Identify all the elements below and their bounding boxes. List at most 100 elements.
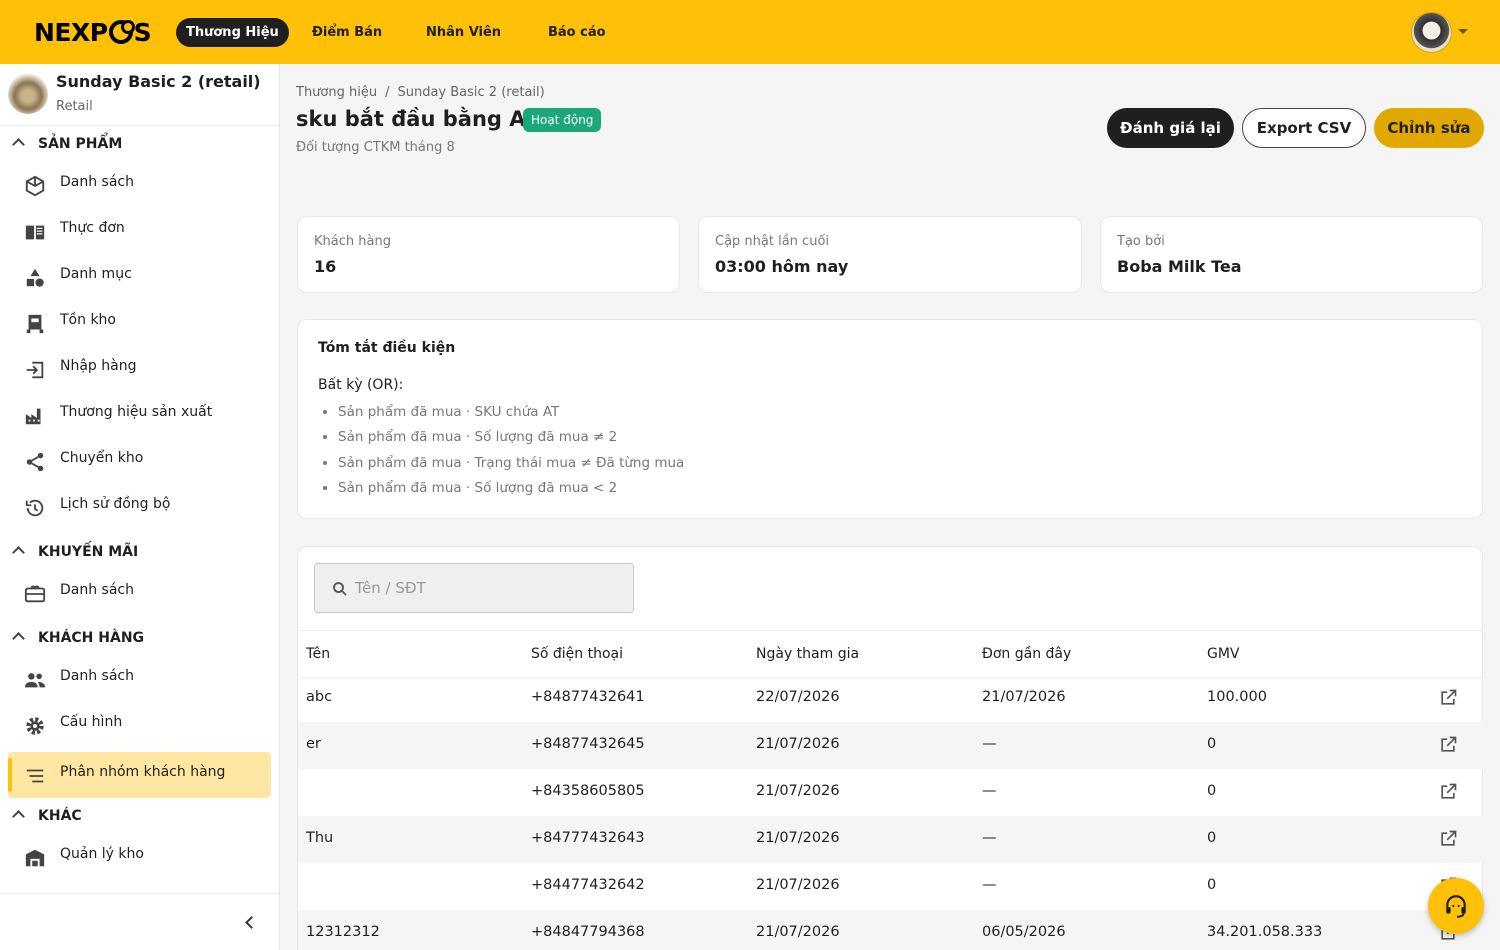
category-icon	[24, 267, 46, 289]
sidebar-item-transfer[interactable]: Chuyển kho	[8, 438, 271, 484]
chevron-up-icon	[12, 138, 25, 151]
stat-value: 03:00 hôm nay	[715, 257, 849, 276]
search-box[interactable]	[314, 563, 634, 613]
sidebar-item-label: Chuyển kho	[60, 450, 144, 466]
nav-nhan-vien[interactable]: Nhân Viên	[426, 25, 502, 40]
nav-bao-cao[interactable]: Báo cáo	[548, 25, 606, 40]
sidebar-item-label: Danh sách	[60, 668, 134, 684]
nav-thuong-hieu[interactable]: Thương Hiệu	[176, 18, 289, 47]
cell-recent-order: —	[982, 783, 997, 799]
table-row[interactable]: abc +84877432641 22/07/2026 21/07/2026 1…	[298, 675, 1484, 722]
store-avatar	[8, 74, 48, 114]
cell-name: Thu	[306, 830, 334, 846]
stat-value: 16	[314, 257, 337, 276]
sidebar-item-label: Cấu hình	[60, 714, 123, 730]
cell-recent-order: —	[982, 877, 997, 893]
sidebar-item-customer-settings[interactable]: Cấu hình	[8, 702, 271, 748]
sidebar-item-label: Nhập hàng	[60, 358, 137, 374]
cell-joined: 21/07/2026	[756, 924, 840, 940]
column-header-joined[interactable]: Ngày tham gia	[756, 646, 860, 662]
chevron-up-icon	[12, 810, 25, 823]
open-in-new-icon[interactable]	[1438, 782, 1458, 802]
table-row[interactable]: +84358605805 21/07/2026 — 0	[298, 769, 1484, 816]
cell-phone: +84777432643	[531, 830, 645, 846]
reevaluate-button[interactable]: Đánh giá lại	[1107, 108, 1234, 148]
open-in-new-icon[interactable]	[1438, 829, 1458, 849]
nav-diem-ban[interactable]: Điểm Bán	[312, 25, 383, 40]
sidebar-item-menu[interactable]: Thực đơn	[8, 208, 271, 254]
user-avatar[interactable]	[1411, 12, 1452, 53]
section-khuyen-mai[interactable]: KHUYẾN MÃI	[0, 542, 279, 566]
collapse-sidebar-button[interactable]	[0, 893, 279, 950]
section-khach-hang[interactable]: KHÁCH HÀNG	[0, 628, 279, 652]
cell-name: abc	[306, 689, 333, 705]
search-input[interactable]	[355, 576, 625, 600]
inventory-icon	[24, 313, 46, 335]
table-row[interactable]: er +84877432645 21/07/2026 — 0	[298, 722, 1484, 769]
sidebar-item-import[interactable]: Nhập hàng	[8, 346, 271, 392]
gift-card-icon	[24, 583, 46, 605]
sidebar-item-promotions-list[interactable]: Danh sách	[8, 570, 271, 616]
sidebar-item-label: Danh sách	[60, 174, 134, 190]
sidebar-item-customer-segments[interactable]: Phân nhóm khách hàng	[8, 752, 271, 798]
sidebar-item-products-list[interactable]: Danh sách	[8, 162, 271, 208]
table-row[interactable]: +84477432642 21/07/2026 — 0	[298, 863, 1484, 910]
export-csv-button[interactable]: Export CSV	[1242, 108, 1366, 148]
cell-recent-order: —	[982, 830, 997, 846]
cell-recent-order: —	[982, 736, 997, 752]
stat-card-last-updated: Cập nhật lần cuối 03:00 hôm nay	[698, 216, 1082, 293]
table-row[interactable]: Thu +84777432643 21/07/2026 — 0	[298, 816, 1484, 863]
section-khac[interactable]: KHÁC	[0, 806, 279, 830]
condition-item: Sản phẩm đã mua · Số lượng đã mua ≠ 2	[338, 429, 684, 454]
table-header: Tên Số điện thoại Ngày tham gia Đơn gần …	[298, 630, 1484, 677]
open-in-new-icon[interactable]	[1438, 688, 1458, 708]
chevron-up-icon	[12, 546, 25, 559]
sidebar-item-label: Phân nhóm khách hàng	[60, 764, 226, 780]
search-icon	[333, 582, 347, 596]
open-in-new-icon[interactable]	[1438, 735, 1458, 755]
sidebar-item-manufacturer[interactable]: Thương hiệu sản xuất	[8, 392, 271, 438]
stat-card-created-by: Tạo bởi Boba Milk Tea	[1100, 216, 1483, 293]
stat-label: Khách hàng	[314, 234, 391, 249]
section-san-pham[interactable]: SẢN PHẨM	[0, 134, 279, 158]
sidebar-item-inventory[interactable]: Tồn kho	[8, 300, 271, 346]
cell-joined: 22/07/2026	[756, 689, 840, 705]
table-row[interactable]: 12312312 +84847794368 21/07/2026 06/05/2…	[298, 910, 1484, 950]
sidebar-item-sync-history[interactable]: Lịch sử đồng bộ	[8, 484, 271, 530]
sidebar-item-customers-list[interactable]: Danh sách	[8, 656, 271, 702]
edit-button[interactable]: Chỉnh sửa	[1374, 108, 1484, 148]
column-header-name[interactable]: Tên	[306, 646, 331, 662]
sidebar-item-categories[interactable]: Danh mục	[8, 254, 271, 300]
column-header-phone[interactable]: Số điện thoại	[531, 646, 624, 662]
factory-icon	[24, 405, 46, 427]
chevron-up-icon	[12, 632, 25, 645]
cell-name: er	[306, 736, 321, 752]
breadcrumb-link-store[interactable]: Sunday Basic 2 (retail)	[397, 85, 545, 100]
sidebar-item-label: Danh sách	[60, 582, 134, 598]
stat-value: Boba Milk Tea	[1117, 257, 1242, 276]
nexpos-logo[interactable]: NEXP S	[34, 17, 152, 47]
column-header-gmv[interactable]: GMV	[1207, 646, 1240, 662]
breadcrumb-link-brand[interactable]: Thương hiệu	[296, 85, 378, 100]
sidebar-item-label: Lịch sử đồng bộ	[60, 496, 171, 512]
account-menu-caret-icon[interactable]	[1458, 29, 1468, 34]
sidebar-item-warehouse[interactable]: Quản lý kho	[8, 834, 271, 880]
cell-phone: +84847794368	[531, 924, 645, 940]
store-header[interactable]: Sunday Basic 2 (retail) Retail	[0, 64, 279, 126]
section-label: SẢN PHẨM	[38, 136, 123, 152]
support-chat-button[interactable]	[1428, 878, 1484, 934]
sidebar-item-label: Quản lý kho	[60, 846, 144, 862]
status-badge: Hoạt động	[523, 108, 602, 132]
headset-icon	[1446, 895, 1466, 918]
cell-gmv: 34.201.058.333	[1207, 924, 1323, 940]
top-bar: NEXP S Thương Hiệu Điểm Bán Nhân Viên Báo…	[0, 0, 1500, 64]
cell-recent-order: 06/05/2026	[982, 924, 1066, 940]
cell-phone: +84358605805	[531, 783, 645, 799]
history-icon	[24, 497, 46, 519]
column-header-recent-order[interactable]: Đơn gần đây	[982, 646, 1072, 662]
sidebar: Sunday Basic 2 (retail) Retail SẢN PHẨM …	[0, 64, 280, 950]
condition-item: Sản phẩm đã mua · SKU chứa AT	[338, 404, 684, 429]
menu-book-icon	[24, 221, 46, 243]
sidebar-item-label: Thực đơn	[60, 220, 125, 236]
sidebar-item-label: Danh mục	[60, 266, 132, 282]
